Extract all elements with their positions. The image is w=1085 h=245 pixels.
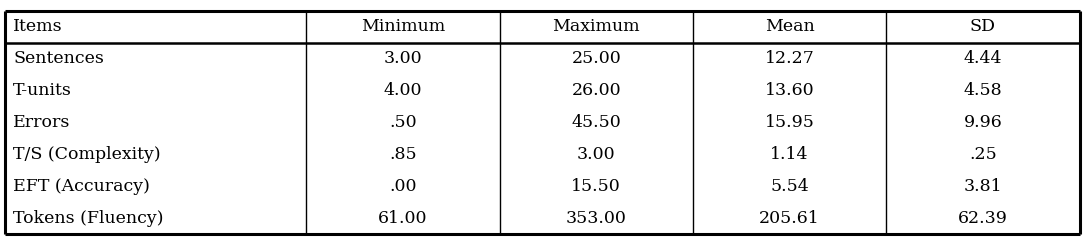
Text: EFT (Accuracy): EFT (Accuracy) [13,178,150,195]
Text: 61.00: 61.00 [378,209,427,227]
Text: Errors: Errors [13,114,71,131]
Text: 3.00: 3.00 [384,50,422,67]
Text: 4.44: 4.44 [963,50,1003,67]
Text: 1.14: 1.14 [770,146,808,163]
Text: 15.50: 15.50 [572,178,621,195]
Text: 4.58: 4.58 [963,82,1003,99]
Text: T-units: T-units [13,82,72,99]
Text: 45.50: 45.50 [572,114,621,131]
Text: .00: .00 [390,178,417,195]
Text: Tokens (Fluency): Tokens (Fluency) [13,209,164,227]
Text: 15.95: 15.95 [765,114,815,131]
Text: .25: .25 [969,146,997,163]
Text: Sentences: Sentences [13,50,104,67]
Text: Maximum: Maximum [552,18,640,36]
Text: 3.00: 3.00 [577,146,615,163]
Text: Minimum: Minimum [360,18,445,36]
Text: Items: Items [13,18,63,36]
Text: SD: SD [970,18,996,36]
Text: 353.00: 353.00 [565,209,627,227]
Text: 62.39: 62.39 [958,209,1008,227]
Text: 205.61: 205.61 [760,209,820,227]
Text: Mean: Mean [765,18,815,36]
Text: .50: .50 [390,114,417,131]
Text: 9.96: 9.96 [963,114,1003,131]
Text: 4.00: 4.00 [384,82,422,99]
Text: 3.81: 3.81 [963,178,1003,195]
Text: 26.00: 26.00 [572,82,621,99]
Text: .85: .85 [390,146,417,163]
Text: T/S (Complexity): T/S (Complexity) [13,146,161,163]
Text: 12.27: 12.27 [765,50,815,67]
Text: 13.60: 13.60 [765,82,815,99]
Text: 25.00: 25.00 [572,50,621,67]
Text: 5.54: 5.54 [770,178,809,195]
